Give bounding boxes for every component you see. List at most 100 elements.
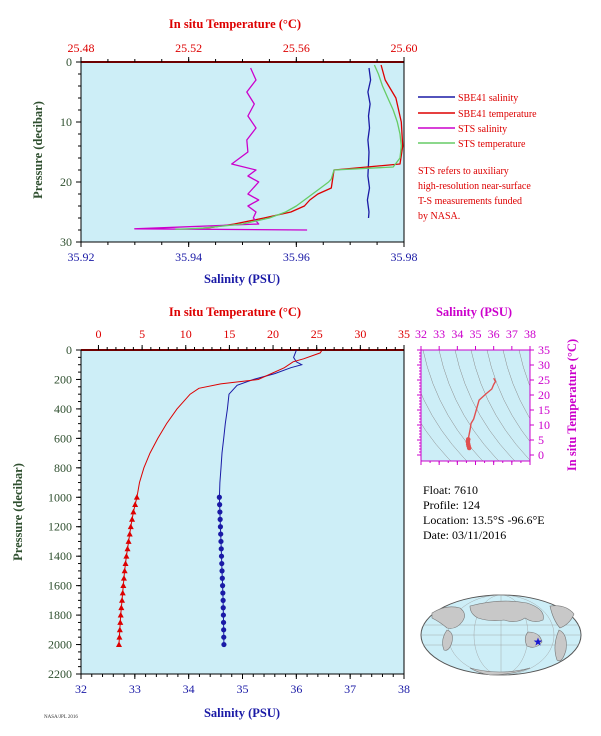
density-contour	[486, 350, 530, 443]
salinity-marker	[220, 612, 226, 618]
salinity-marker	[217, 516, 223, 522]
profile-number: Profile: 124	[423, 498, 480, 512]
temperature-marker	[120, 575, 127, 581]
salinity-marker	[216, 494, 222, 500]
density-contour	[438, 350, 500, 461]
salinity-tick-label: 34	[183, 682, 195, 696]
pressure-tick-label: 1600	[48, 579, 72, 593]
temperature-marker	[116, 626, 123, 633]
sts-note-line-4: by NASA.	[418, 211, 460, 222]
series-line-sbe41-salinity	[366, 67, 372, 219]
ts-temperature-axis-label: In situ Temperature (°C)	[565, 339, 579, 471]
temperature-tick-label: 25.60	[391, 41, 418, 55]
salinity-tick-label: 35.94	[175, 250, 202, 264]
near-surface-temperature-axis-label: In situ Temperature (°C)	[169, 17, 301, 31]
temperature-marker	[120, 582, 127, 589]
pressure-tick-label: 1200	[48, 520, 72, 534]
float-id: Float: 7610	[423, 483, 478, 497]
temperature-marker	[124, 545, 131, 552]
temperature-tick-label: 25.56	[283, 41, 310, 55]
near-surface-panel: 35.92 35.94 35.96 35.98 25.48 25.52 25.56 25.60…	[31, 17, 537, 286]
temperature-tick-label: 10	[180, 327, 192, 341]
legend-label-sts-salinity: STS salinity	[458, 124, 507, 135]
legend-label-sbe41-salinity: SBE41 salinity	[458, 93, 518, 104]
temperature-marker	[119, 589, 126, 596]
density-contour	[454, 350, 516, 461]
legend-label-sts-temperature: STS temperature	[458, 139, 526, 150]
ts-temperature-tick-label: 30	[538, 358, 550, 372]
pressure-tick-label: 1000	[48, 490, 72, 504]
temperature-marker	[122, 560, 129, 566]
float-location-marker	[533, 637, 543, 646]
salinity-marker	[219, 583, 226, 589]
salinity-marker	[218, 538, 224, 545]
pressure-tick-label: 2200	[48, 667, 72, 681]
ts-temperature-tick-label: 0	[538, 448, 544, 462]
full-profile-panel: 32 33 34 35 36 37 38 0 5 10 15 20 25 30 35 0 200 400 600 80…	[11, 305, 410, 720]
temperature-marker	[127, 523, 134, 530]
ts-temperature-tick-label: 35	[538, 343, 550, 357]
density-contour	[421, 392, 468, 461]
salinity-marker	[219, 568, 225, 574]
temperature-marker	[125, 538, 132, 544]
temperature-tick-label: 15	[223, 327, 235, 341]
temperature-tick-label: 35	[398, 327, 410, 341]
pressure-tick-label: 400	[54, 402, 72, 416]
ts-salinity-tick-label: 36	[488, 327, 500, 341]
salinity-marker	[221, 627, 227, 633]
ts-salinity-tick-label: 37	[506, 327, 518, 341]
near-surface-plot-area	[81, 62, 404, 242]
series-line-sts-salinity	[134, 67, 308, 231]
salinity-marker	[218, 531, 224, 537]
ts-salinity-tick-label: 35	[470, 327, 482, 341]
series-line-sts-temperature	[175, 64, 402, 231]
pressure-tick-label: 20	[60, 175, 72, 189]
salinity-marker	[220, 590, 226, 596]
pressure-tick-label: 30	[60, 235, 72, 249]
density-contour	[421, 422, 452, 461]
ts-temperature-tick-label: 25	[538, 373, 550, 387]
series-line-sbe41-temperature	[193, 64, 404, 230]
salinity-marker	[219, 560, 225, 567]
sts-note-line-3: T-S measurements funded	[418, 196, 522, 207]
ts-salinity-axis-label: Salinity (PSU)	[436, 305, 512, 319]
ts-temperature-tick-label: 20	[538, 388, 550, 402]
density-contour	[502, 350, 530, 420]
salinity-marker	[220, 619, 227, 626]
temperature-marker	[133, 494, 140, 500]
salinity-tick-label: 35.96	[283, 250, 310, 264]
ts-salinity-tick-label: 33	[433, 327, 445, 341]
density-contour	[422, 350, 484, 461]
temperature-marker	[121, 567, 128, 574]
near-surface-salinity-axis-label: Salinity (PSU)	[204, 272, 280, 286]
sts-note: STS refers to auxiliary high-resolution …	[418, 166, 531, 222]
pressure-tick-label: 2000	[48, 638, 72, 652]
temperature-marker	[130, 508, 137, 515]
ts-temperature-tick-label: 15	[538, 403, 550, 417]
temperature-tick-label: 25	[311, 327, 323, 341]
temperature-tick-label: 25.48	[68, 41, 95, 55]
float-location: Location: 13.5°S -96.6°E	[423, 513, 545, 527]
temperature-marker	[129, 516, 136, 522]
salinity-marker	[220, 597, 226, 603]
footer-credit: NASA/JPL 2016	[44, 715, 78, 720]
pressure-tick-label: 600	[54, 431, 72, 445]
near-surface-legend: SBE41 salinity SBE41 temperature STS sal…	[418, 93, 537, 150]
temperature-tick-label: 0	[95, 327, 101, 341]
profile-date: Date: 03/11/2016	[423, 528, 506, 542]
temperature-marker	[119, 597, 126, 603]
temperature-marker	[116, 633, 123, 640]
full-profile-salinity-axis-label: Salinity (PSU)	[204, 706, 280, 720]
temperature-marker	[117, 611, 124, 618]
temperature-marker	[123, 552, 130, 559]
salinity-tick-label: 32	[75, 682, 87, 696]
pressure-tick-label: 1800	[48, 608, 72, 622]
pressure-tick-label: 0	[66, 55, 72, 69]
salinity-tick-label: 35.98	[391, 250, 418, 264]
ts-point	[465, 437, 471, 442]
density-contour	[470, 350, 530, 461]
world-map	[420, 594, 582, 676]
near-surface-pressure-axis-label: Pressure (decibar)	[31, 101, 45, 199]
ts-temperature-tick-label: 5	[538, 433, 544, 447]
